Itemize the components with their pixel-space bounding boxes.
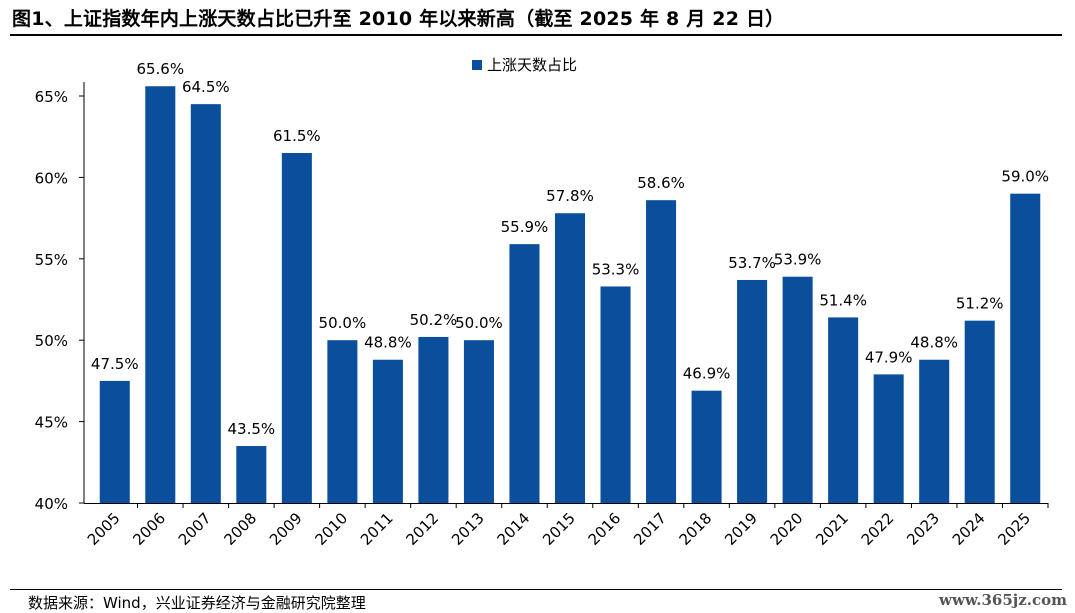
y-tick-label: 65% <box>35 88 68 106</box>
bar <box>1010 193 1041 503</box>
bar <box>554 213 586 503</box>
footer-divider <box>10 589 1062 590</box>
chart-title: 图1、上证指数年内上涨天数占比已升至 2010 年以来新高（截至 2025 年 … <box>12 8 785 30</box>
x-tick-label: 2023 <box>903 509 943 549</box>
bar-value-label: 43.5% <box>228 420 276 438</box>
x-tick-label: 2019 <box>721 509 761 549</box>
y-tick-label: 45% <box>35 414 68 432</box>
bar-value-label: 50.2% <box>410 311 458 329</box>
bar-value-label: 46.9% <box>683 365 731 383</box>
bar-value-label: 51.4% <box>819 291 867 309</box>
bar-value-label: 58.6% <box>637 174 685 192</box>
bar-value-label: 57.8% <box>546 187 594 205</box>
bar <box>372 359 403 503</box>
bar <box>327 340 358 503</box>
bar <box>782 276 813 503</box>
bar <box>463 340 494 503</box>
bar <box>236 446 267 503</box>
bar-value-label: 65.6% <box>136 60 184 78</box>
bar-value-label: 53.9% <box>774 251 822 269</box>
bar-value-label: 48.8% <box>364 334 412 352</box>
legend-swatch <box>472 60 482 70</box>
legend-label: 上涨天数占比 <box>487 56 577 74</box>
bar-value-label: 50.0% <box>319 314 367 332</box>
x-tick-label: 2008 <box>220 509 260 549</box>
bar <box>737 279 768 503</box>
bar <box>828 317 859 503</box>
bar-value-label: 53.3% <box>592 260 640 278</box>
x-tick-label: 2010 <box>311 509 351 549</box>
bar-value-label: 51.2% <box>956 295 1004 313</box>
bar <box>964 320 995 503</box>
bar <box>145 86 176 503</box>
bar <box>691 390 722 503</box>
bar <box>646 200 677 503</box>
data-source-note: 数据来源：Wind，兴业证券经济与金融研究院整理 <box>28 594 366 612</box>
bar-value-label: 47.5% <box>91 355 139 373</box>
y-tick-label: 50% <box>35 332 68 350</box>
x-tick-label: 2024 <box>949 509 989 549</box>
y-tick-label: 60% <box>35 169 68 187</box>
y-tick-label: 55% <box>35 251 68 269</box>
bar-value-label: 59.0% <box>1001 168 1049 186</box>
bar <box>873 374 904 503</box>
title-divider <box>10 34 1062 36</box>
x-tick-label: 2013 <box>448 509 488 549</box>
x-tick-label: 2009 <box>266 509 306 549</box>
bar <box>281 152 312 503</box>
x-tick-label: 2021 <box>812 509 852 549</box>
x-tick-label: 2007 <box>175 509 215 549</box>
x-tick-label: 2018 <box>676 509 716 549</box>
bar <box>418 336 449 503</box>
bar <box>509 244 540 503</box>
bar-value-label: 47.9% <box>865 348 913 366</box>
bar-value-label: 48.8% <box>910 334 958 352</box>
bar <box>919 359 950 503</box>
x-tick-label: 2012 <box>403 509 443 549</box>
y-tick-label: 40% <box>35 495 68 513</box>
x-tick-label: 2011 <box>357 509 397 549</box>
x-tick-label: 2020 <box>767 509 807 549</box>
bar-value-label: 64.5% <box>182 78 230 96</box>
x-tick-label: 2006 <box>129 509 169 549</box>
x-tick-label: 2016 <box>585 509 625 549</box>
bar-value-label: 50.0% <box>455 314 503 332</box>
bar <box>99 380 130 503</box>
x-tick-label: 2015 <box>539 509 579 549</box>
x-tick-label: 2022 <box>858 509 898 549</box>
watermark-text: www.365jz.com <box>939 591 1067 609</box>
bar-value-label: 55.9% <box>501 218 549 236</box>
x-tick-label: 2017 <box>630 509 670 549</box>
bar <box>190 104 221 503</box>
x-tick-label: 2014 <box>494 509 534 549</box>
x-tick-label: 2005 <box>84 509 124 549</box>
x-tick-label: 2025 <box>994 509 1034 549</box>
bar-value-label: 53.7% <box>728 254 776 272</box>
bar-value-label: 61.5% <box>273 127 321 145</box>
bar <box>600 286 631 503</box>
bar-chart: 上涨天数占比 40% 45% 50% 55% 60% 65% 47.5% 2005 65.6% 20… <box>35 56 1049 549</box>
